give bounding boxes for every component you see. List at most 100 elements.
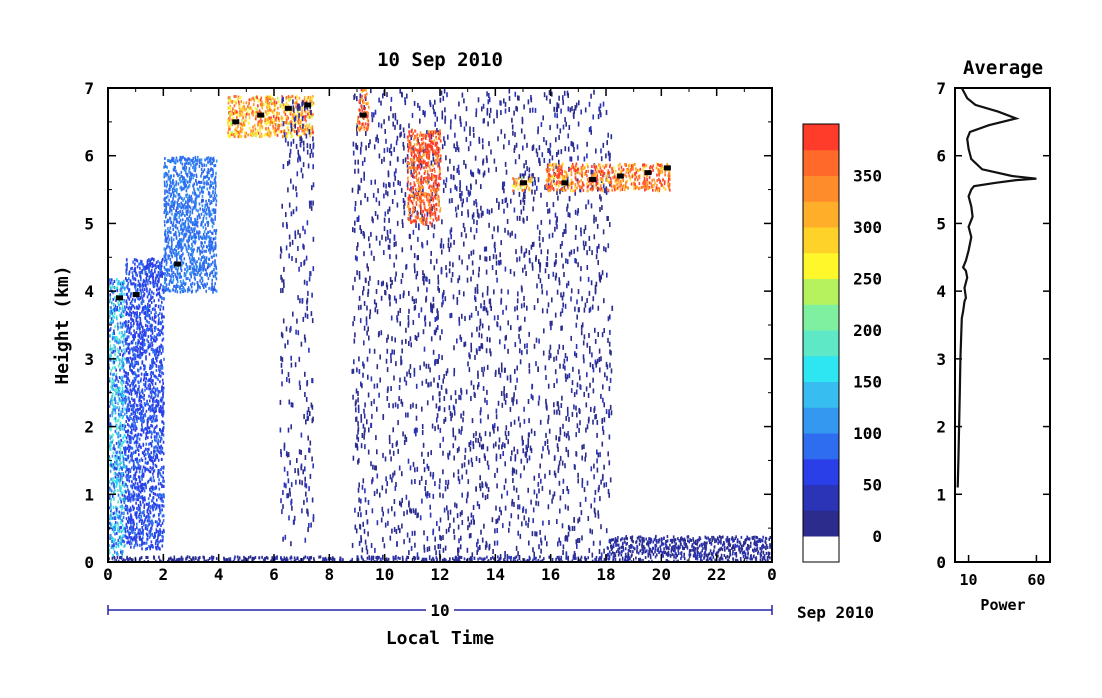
heatmap-cell [514, 233, 517, 239]
heatmap-cell [191, 255, 194, 259]
heatmap-cell [300, 432, 303, 438]
heatmap-cell [178, 212, 181, 216]
heatmap-cell [305, 255, 308, 261]
heatmap-cell [138, 495, 141, 499]
heatmap-cell [109, 469, 112, 473]
heatmap-cell [577, 121, 580, 127]
heatmap-cell [123, 464, 126, 468]
heatmap-cell [238, 132, 241, 136]
heatmap-cell [179, 286, 181, 290]
heatmap-cell [168, 191, 170, 195]
heatmap-cell [115, 451, 117, 455]
heatmap-cell [152, 275, 155, 279]
heatmap-cell [165, 215, 167, 219]
heatmap-cell [178, 273, 181, 277]
heatmap-cell [304, 127, 307, 131]
heatmap-cell [142, 290, 144, 294]
heatmap-cell [124, 412, 126, 416]
heatmap-cell [159, 262, 161, 266]
heatmap-cell [162, 297, 165, 301]
heatmap-cell [298, 134, 300, 138]
heatmap-cell [119, 282, 122, 286]
heatmap-cell [206, 156, 208, 160]
heatmap-cell [116, 386, 119, 390]
heatmap-cell [196, 215, 199, 219]
heatmap-cell [290, 141, 292, 147]
heatmap-cell [113, 484, 115, 488]
heatmap-cell [215, 244, 217, 247]
heatmap-cell [279, 103, 282, 107]
heatmap-cell [159, 360, 161, 364]
heatmap-cell [116, 551, 118, 555]
heatmap-cell [140, 400, 143, 403]
heatmap-cell [135, 376, 137, 380]
heatmap-cell [170, 236, 173, 240]
heatmap-cell [284, 104, 287, 108]
heatmap-cell [116, 347, 119, 351]
heatmap-cell [120, 461, 123, 465]
heatmap-cell [578, 100, 580, 106]
heatmap-cell [150, 366, 153, 370]
heatmap-cell [306, 313, 309, 319]
heatmap-cell [141, 412, 143, 416]
heatmap-cell [297, 109, 299, 113]
heatmap-cell [126, 408, 129, 412]
heatmap-cell [467, 516, 469, 522]
heatmap-cell [129, 468, 131, 472]
heatmap-cell [154, 308, 156, 312]
heatmap-cell [131, 466, 133, 470]
heatmap-cell [123, 427, 126, 431]
heatmap-cell [109, 278, 112, 281]
heatmap-cell [280, 116, 283, 120]
heatmap-cell [143, 338, 146, 342]
heatmap-cell [270, 133, 272, 137]
heatmap-cell [135, 319, 137, 323]
heatmap-cell [179, 290, 182, 294]
heatmap-cell [194, 166, 197, 170]
heatmap-cell [202, 170, 204, 174]
heatmap-cell [201, 236, 203, 240]
heatmap-cell [305, 119, 307, 123]
heatmap-cell [198, 213, 200, 217]
heatmap-cell [428, 546, 431, 552]
heatmap-cell [138, 476, 141, 480]
heatmap-cell [189, 213, 191, 216]
heatmap-cell [142, 416, 145, 420]
heatmap-cell [136, 288, 139, 292]
heatmap-cell [138, 374, 140, 378]
heatmap-cell [409, 364, 412, 370]
heatmap-cell [183, 168, 186, 172]
heatmap-cell [160, 329, 163, 333]
heatmap-cell [384, 129, 386, 134]
heatmap-cell [203, 260, 205, 264]
heatmap-cell [139, 317, 142, 320]
heatmap-cell [128, 351, 131, 355]
heatmap-cell [144, 384, 146, 388]
heatmap-cell [125, 408, 128, 412]
heatmap-feature [279, 96, 315, 547]
heatmap-cell [188, 225, 191, 229]
heatmap-cell [139, 465, 142, 469]
heatmap-cell [113, 307, 115, 311]
heatmap-cell [458, 394, 460, 400]
heatmap-cell [176, 172, 178, 176]
heatmap-cell [306, 305, 308, 311]
heatmap-cell [117, 327, 119, 331]
heatmap-cell [115, 315, 118, 319]
heatmap-cell [488, 141, 490, 147]
heatmap-cell [144, 426, 147, 430]
heatmap-cell [149, 534, 152, 538]
heatmap-cell [164, 258, 167, 262]
heatmap-cell [278, 123, 281, 127]
heatmap-cell [288, 98, 290, 102]
heatmap-cell [297, 468, 299, 474]
heatmap-cell [158, 533, 160, 537]
heatmap-cell [211, 157, 214, 161]
heatmap-cell [281, 381, 283, 387]
heatmap-cell [117, 435, 119, 439]
heatmap-cell [109, 353, 112, 357]
heatmap-cell [144, 343, 146, 346]
heatmap-cell [146, 448, 149, 452]
heatmap-cell [468, 315, 471, 321]
heatmap-cell [190, 237, 193, 241]
